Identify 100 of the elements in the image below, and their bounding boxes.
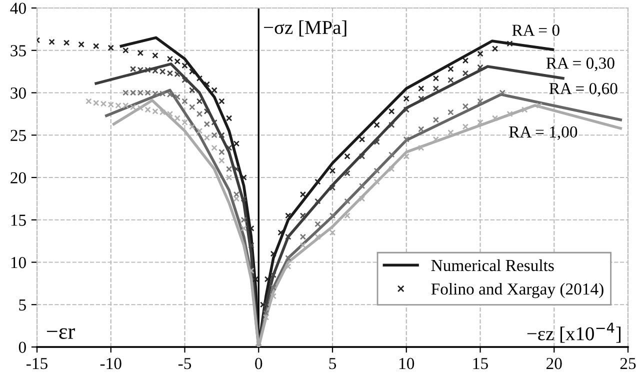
point xyxy=(344,212,350,219)
y-tick-label: 25 xyxy=(10,130,26,142)
point xyxy=(388,152,395,158)
point xyxy=(388,166,395,172)
point xyxy=(196,110,203,118)
point xyxy=(252,276,259,282)
point xyxy=(403,106,410,113)
annotation: RA = 1,00 xyxy=(509,126,578,140)
x-axis-title: −εz [x10$^{−4}$] xyxy=(527,322,620,343)
point xyxy=(358,196,366,202)
point xyxy=(204,121,210,128)
point xyxy=(233,191,240,198)
point xyxy=(211,119,218,126)
y-tick-label: 10 xyxy=(11,256,26,268)
point xyxy=(189,124,196,130)
point xyxy=(226,115,232,122)
y-axis-title: −σz [MPa] xyxy=(264,20,346,36)
point xyxy=(477,119,484,126)
point xyxy=(248,225,254,232)
point xyxy=(374,178,380,185)
point xyxy=(218,98,225,104)
y-tick-label: 15 xyxy=(11,214,26,226)
point xyxy=(152,52,158,59)
x-tick-label: 25 xyxy=(620,358,636,370)
point xyxy=(314,198,321,204)
point xyxy=(388,108,395,114)
point xyxy=(358,136,366,142)
point xyxy=(63,40,70,46)
point xyxy=(270,272,276,278)
point xyxy=(477,98,484,104)
point xyxy=(329,168,336,174)
point xyxy=(374,122,380,128)
point xyxy=(448,66,454,72)
point xyxy=(314,234,321,240)
point xyxy=(218,148,225,156)
point xyxy=(492,46,498,52)
point xyxy=(477,64,484,70)
point xyxy=(211,144,218,151)
point xyxy=(344,170,350,176)
point xyxy=(499,90,506,96)
point xyxy=(204,81,210,88)
point xyxy=(462,70,469,76)
x-tick-label: -5 xyxy=(178,358,192,370)
point xyxy=(240,196,247,202)
point xyxy=(182,119,188,126)
point xyxy=(521,106,528,113)
point xyxy=(182,62,188,69)
point xyxy=(278,229,284,236)
point xyxy=(358,153,366,160)
point xyxy=(462,57,469,64)
point xyxy=(300,234,306,240)
point xyxy=(240,225,247,232)
point xyxy=(174,94,180,100)
x-tick-label: -15 xyxy=(26,358,48,370)
point xyxy=(374,138,380,146)
point xyxy=(270,293,276,300)
point xyxy=(240,216,247,223)
point xyxy=(270,284,276,291)
point xyxy=(536,102,542,109)
point xyxy=(93,43,100,50)
point xyxy=(262,302,270,308)
point xyxy=(344,198,350,204)
x-tick-label: 10 xyxy=(400,358,414,370)
point xyxy=(492,115,498,122)
point xyxy=(204,108,210,114)
point xyxy=(233,166,240,172)
annotation: RA = 0 xyxy=(512,24,560,36)
x-tick-label: 5 xyxy=(329,358,336,370)
point xyxy=(448,129,454,136)
point xyxy=(174,115,180,122)
point xyxy=(418,126,424,132)
point xyxy=(403,136,410,142)
annotation: RA = 0,60 xyxy=(549,82,618,97)
point xyxy=(204,134,210,141)
point xyxy=(388,122,395,128)
point xyxy=(314,178,321,185)
point xyxy=(182,76,188,84)
point xyxy=(418,144,424,151)
point xyxy=(137,50,144,56)
point xyxy=(48,38,55,45)
point xyxy=(329,184,336,191)
y-tick-label: 20 xyxy=(10,172,26,184)
point xyxy=(462,124,469,130)
point xyxy=(260,302,266,308)
point xyxy=(211,132,218,138)
point xyxy=(432,116,440,123)
point xyxy=(264,276,271,282)
point xyxy=(233,196,240,202)
x-tick-label: 15 xyxy=(473,358,488,370)
point xyxy=(218,132,225,138)
point xyxy=(108,44,114,51)
point xyxy=(418,96,424,102)
point xyxy=(448,76,454,84)
point xyxy=(218,157,225,164)
point xyxy=(506,40,513,47)
point xyxy=(300,212,306,219)
point xyxy=(285,263,292,270)
point xyxy=(189,87,196,94)
point xyxy=(462,103,469,110)
point xyxy=(233,140,240,147)
